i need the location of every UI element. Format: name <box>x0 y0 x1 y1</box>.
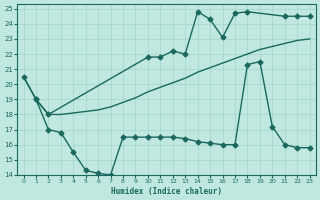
X-axis label: Humidex (Indice chaleur): Humidex (Indice chaleur) <box>111 187 222 196</box>
